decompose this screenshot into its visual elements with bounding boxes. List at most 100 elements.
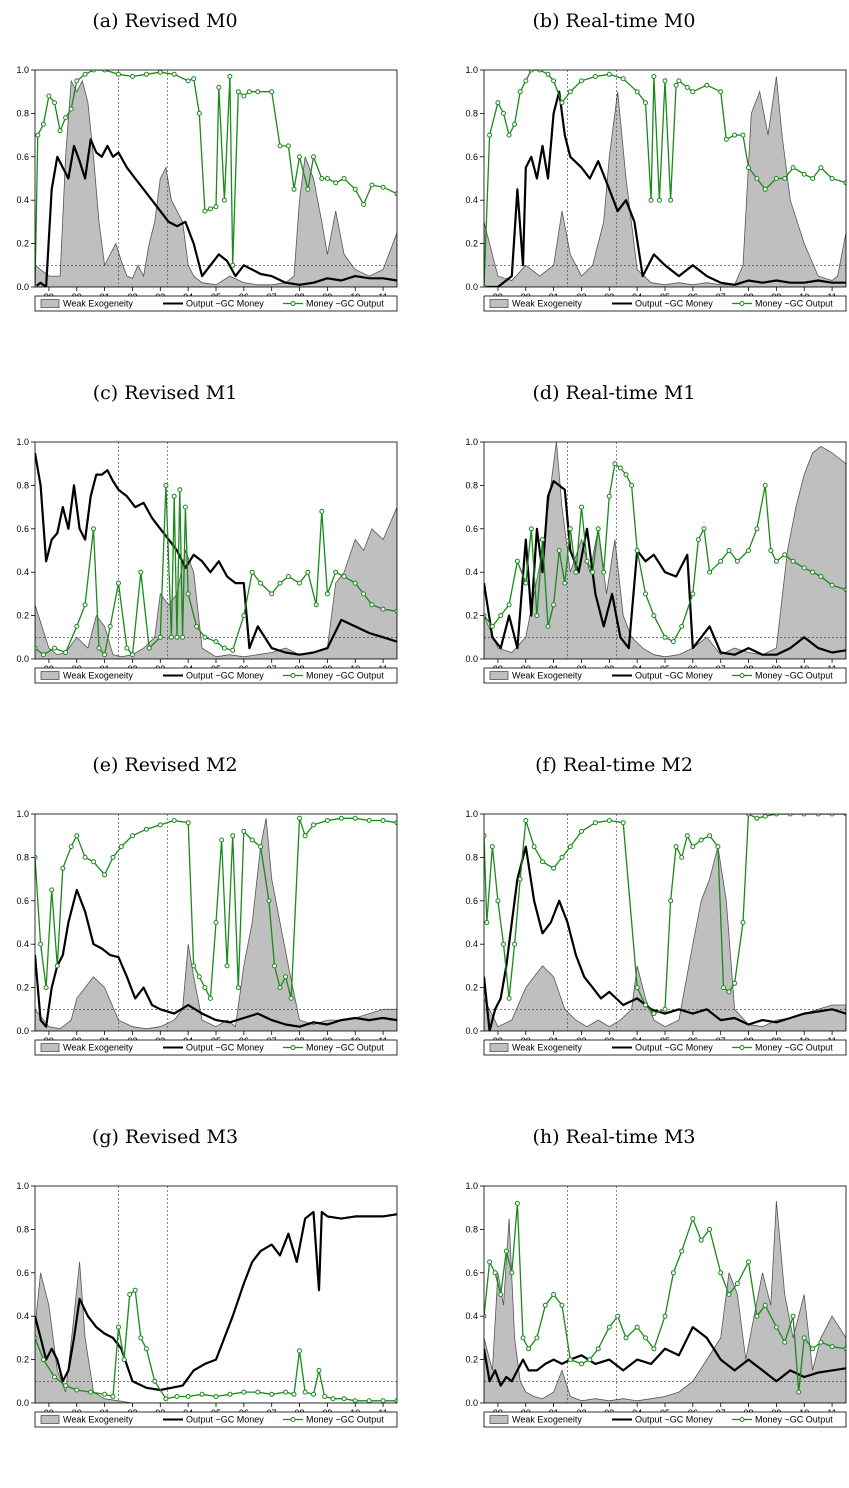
money-point-marker — [380, 606, 386, 612]
money-point-marker — [68, 844, 74, 850]
money-point-marker — [790, 558, 796, 564]
money-point-marker — [676, 78, 682, 84]
money-point-marker — [617, 465, 623, 471]
plot-area — [35, 70, 397, 287]
legend: Weak Exogeneity Output ~GC Money Money ~GC… — [34, 1039, 398, 1056]
money-point-marker — [138, 1335, 144, 1341]
money-point-marker — [143, 71, 149, 77]
money-point-marker — [132, 1287, 138, 1293]
money-point-marker — [297, 1348, 302, 1354]
money-point-marker — [146, 645, 152, 651]
chart-caption: (e) Revised M2 — [92, 754, 238, 776]
money-point-marker — [185, 78, 191, 84]
plot-area — [484, 442, 846, 659]
money-point-marker — [194, 623, 199, 629]
chart-caption: (d) Real-time M1 — [532, 382, 696, 404]
money-point-marker — [291, 1391, 297, 1397]
money-point-marker — [124, 645, 130, 651]
money-point-marker — [213, 1394, 219, 1399]
legend-box — [483, 667, 847, 684]
money-point-marker — [801, 1335, 807, 1341]
y-tick-label: 1.0 — [16, 809, 29, 819]
money-point-marker — [523, 580, 529, 586]
money-point-marker — [701, 526, 707, 532]
y-tick-label: 0.6 — [465, 152, 478, 162]
money-point-marker — [333, 569, 339, 575]
money-point-marker — [634, 548, 640, 553]
money-point-marker — [684, 84, 690, 90]
money-point-marker — [82, 854, 88, 860]
y-tick-label: 0.6 — [16, 896, 29, 906]
money-point-marker — [762, 482, 768, 488]
money-point-marker — [690, 591, 696, 597]
money-point-marker — [634, 1324, 640, 1330]
money-point-marker — [662, 1006, 668, 1012]
money-point-marker — [249, 837, 255, 843]
money-point-marker — [163, 1396, 169, 1402]
money-point-marker — [143, 826, 149, 832]
y-tick-label: 1.0 — [465, 437, 478, 447]
money-point-marker — [213, 639, 219, 645]
money-point-marker — [40, 1357, 46, 1363]
money-point-marker — [787, 814, 793, 817]
y-tick-label: 0.4 — [465, 567, 478, 577]
legend-swatch-weak — [40, 1415, 60, 1424]
money-point-marker — [754, 526, 760, 532]
y-tick-label: 0.6 — [465, 896, 478, 906]
money-point-marker — [545, 71, 551, 77]
money-point-marker — [185, 820, 191, 826]
money-point-marker — [91, 526, 96, 532]
money-point-marker — [746, 814, 751, 817]
money-point-marker — [311, 822, 316, 828]
legend-label-weak: Weak Exogeneity — [512, 1043, 582, 1053]
money-point-marker — [668, 898, 674, 904]
money-point-marker — [230, 833, 236, 839]
y-tick-label: 0.4 — [465, 939, 478, 949]
money-point-marker — [52, 100, 57, 106]
y-tick-label: 0.2 — [16, 611, 29, 621]
money-point-marker — [174, 1394, 180, 1399]
y-tick-label: 0.2 — [465, 1355, 478, 1365]
money-point-marker — [91, 70, 96, 73]
legend-box — [483, 1039, 847, 1056]
money-point-marker — [540, 859, 545, 865]
money-point-marker — [35, 645, 38, 651]
money-point-marker — [562, 580, 568, 586]
money-point-marker — [746, 165, 751, 171]
legend: Weak Exogeneity Output ~GC Money Money ~GC… — [34, 1411, 398, 1428]
series-output-line — [35, 452, 397, 656]
legend-swatch-weak — [489, 1043, 509, 1052]
money-point-marker — [595, 526, 601, 532]
y-tick-label: 0.8 — [16, 108, 29, 118]
money-point-marker — [297, 580, 302, 586]
chart-panel-f: (f) Real-time M20.00.20.40.60.81.0990001… — [449, 744, 849, 1116]
money-point-marker — [514, 1200, 520, 1206]
money-point-marker — [291, 186, 297, 192]
money-point-marker — [277, 580, 283, 586]
money-point-marker — [130, 833, 135, 839]
y-tick-label: 1.0 — [16, 1181, 29, 1191]
money-point-marker — [199, 1391, 205, 1397]
legend-swatch-weak — [489, 1415, 509, 1424]
money-point-marker — [601, 569, 607, 575]
y-tick-label: 0.4 — [465, 1311, 478, 1321]
money-point-marker — [643, 100, 648, 106]
money-point-marker — [121, 1357, 127, 1363]
money-point-marker — [224, 963, 230, 969]
y-tick-label: 0.0 — [465, 282, 478, 292]
y-tick-label: 0.2 — [16, 239, 29, 249]
money-point-marker — [361, 202, 367, 207]
money-point-marker — [501, 941, 506, 947]
money-point-marker — [484, 613, 487, 619]
money-point-marker — [668, 197, 674, 203]
money-point-marker — [277, 143, 283, 149]
money-point-marker — [606, 818, 612, 823]
legend-label-output: Output ~GC Money — [186, 1043, 264, 1053]
money-point-marker — [57, 128, 63, 134]
money-point-marker — [288, 995, 294, 1001]
money-point-marker — [191, 963, 197, 969]
money-point-marker — [221, 645, 227, 651]
money-point-marker — [801, 171, 807, 177]
money-point-marker — [394, 820, 397, 826]
money-point-marker — [662, 634, 668, 640]
